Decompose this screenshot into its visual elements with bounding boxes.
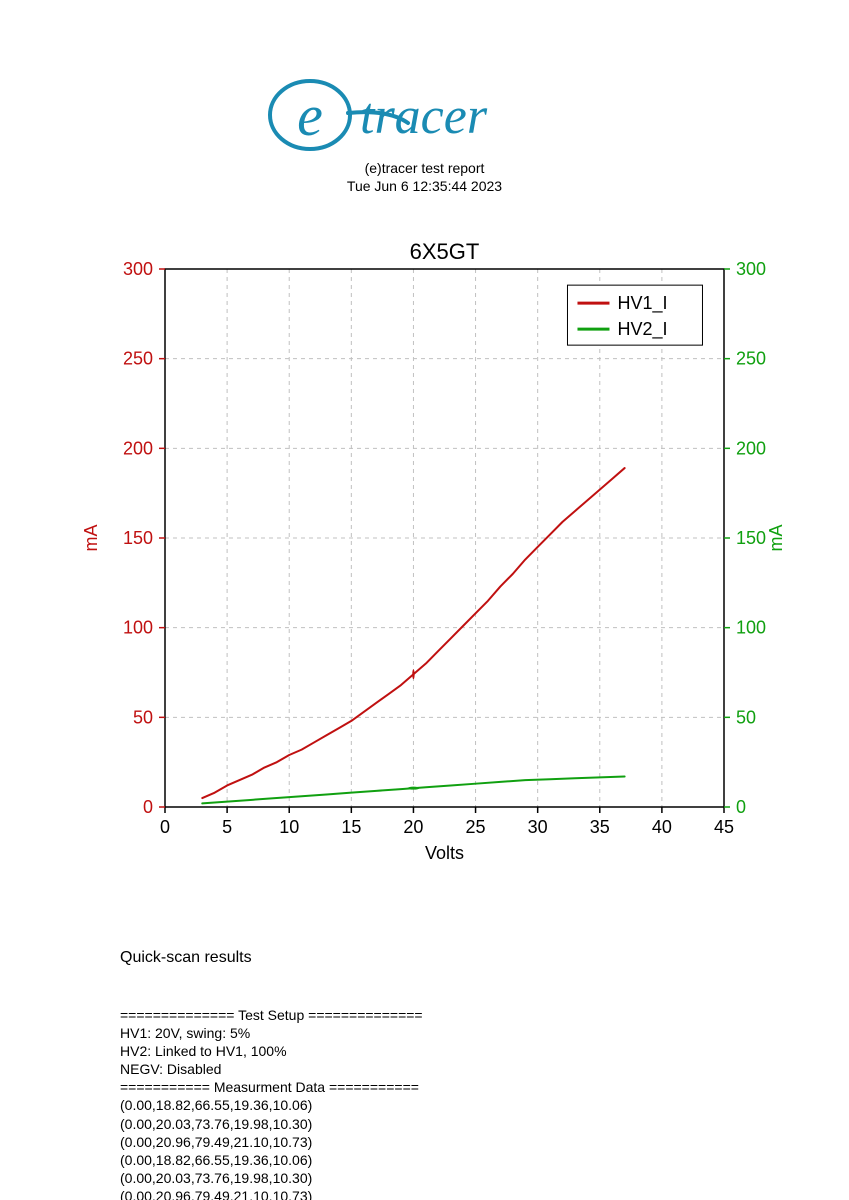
y-tick-label-left: 150	[123, 528, 153, 548]
y-tick-label-left: 0	[143, 797, 153, 817]
chart: 0510152025303540450501001502002503000501…	[60, 235, 795, 890]
svg-text:e: e	[297, 83, 323, 148]
series-marker-HV2_I	[407, 787, 419, 790]
y-tick-label-right: 50	[736, 707, 756, 727]
report-header: (e)tracer test report Tue Jun 6 12:35:44…	[0, 160, 849, 195]
x-tick-label: 10	[279, 817, 299, 837]
y-tick-label-right: 150	[736, 528, 766, 548]
y-axis-label-left: mA	[81, 525, 101, 552]
x-tick-label: 30	[528, 817, 548, 837]
y-tick-label-left: 250	[123, 349, 153, 369]
header-line-1: (e)tracer test report	[0, 160, 849, 178]
chart-title: 6X5GT	[410, 239, 480, 264]
chart-svg: 0510152025303540450501001502002503000501…	[60, 235, 795, 885]
legend-label: HV1_I	[617, 293, 667, 314]
y-tick-label-right: 300	[736, 259, 766, 279]
y-tick-label-left: 300	[123, 259, 153, 279]
y-tick-label-left: 200	[123, 438, 153, 458]
page: etracer (e)tracer test report Tue Jun 6 …	[0, 0, 849, 1200]
logo: etracer	[0, 75, 849, 160]
y-tick-label-right: 200	[736, 438, 766, 458]
results-title: Quick-scan results	[120, 948, 423, 969]
y-axis-label-right: mA	[766, 525, 786, 552]
y-tick-label-left: 100	[123, 618, 153, 638]
x-tick-label: 35	[590, 817, 610, 837]
results-body: ============== Test Setup ==============…	[120, 1006, 423, 1200]
y-tick-label-right: 100	[736, 618, 766, 638]
legend-label: HV2_I	[617, 319, 667, 340]
logo-svg: etracer	[225, 75, 625, 155]
y-tick-label-right: 250	[736, 349, 766, 369]
x-tick-label: 20	[403, 817, 423, 837]
x-tick-label: 5	[222, 817, 232, 837]
x-axis-label: Volts	[425, 843, 464, 863]
x-tick-label: 15	[341, 817, 361, 837]
x-tick-label: 40	[652, 817, 672, 837]
svg-text:tracer: tracer	[360, 88, 488, 145]
x-tick-label: 25	[466, 817, 486, 837]
header-line-2: Tue Jun 6 12:35:44 2023	[0, 178, 849, 196]
series-marker-HV1_I	[412, 669, 414, 679]
x-tick-label: 45	[714, 817, 734, 837]
y-tick-label-left: 50	[133, 707, 153, 727]
y-tick-label-right: 0	[736, 797, 746, 817]
quickscan-results: Quick-scan results ============== Test S…	[120, 912, 423, 1200]
x-tick-label: 0	[160, 817, 170, 837]
